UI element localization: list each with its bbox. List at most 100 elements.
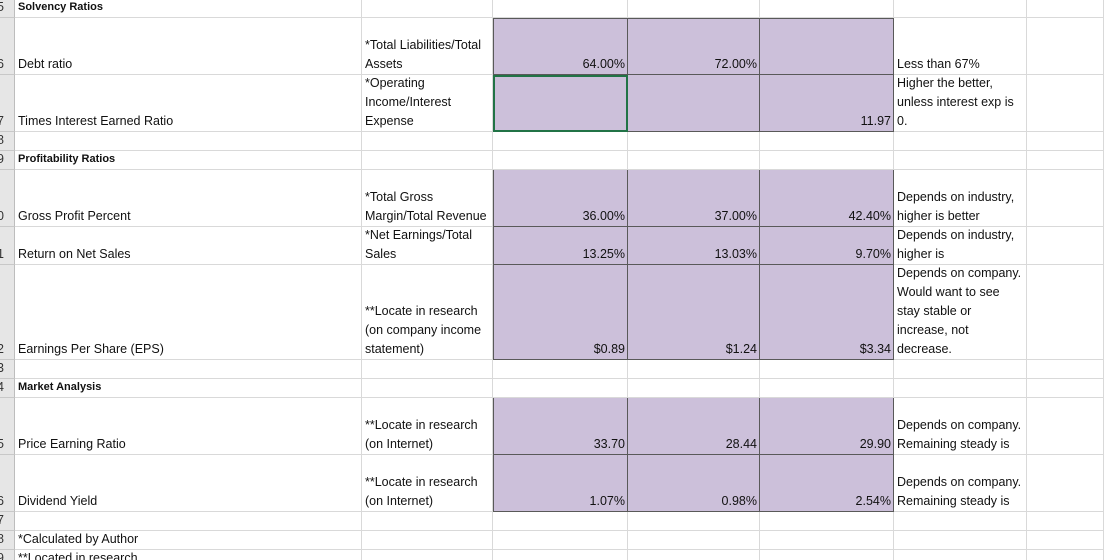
cell: [1027, 360, 1104, 379]
value-cell: 72.00%: [628, 18, 760, 75]
cell: [493, 132, 628, 151]
cell: [362, 151, 493, 170]
cell: [1027, 531, 1104, 550]
cell: [493, 512, 628, 531]
cell: [1027, 398, 1104, 455]
cell: [628, 512, 760, 531]
cell: [760, 379, 894, 398]
value-cell: 9.70%: [760, 227, 894, 265]
row-label: **Located in research: [15, 550, 362, 560]
row-number: 62: [0, 265, 15, 360]
row-label: *Calculated by Author: [15, 531, 362, 550]
cell: [1027, 265, 1104, 360]
row-label: Times Interest Earned Ratio: [15, 75, 362, 132]
value-cell: 29.90: [760, 398, 894, 455]
row-number: 57: [0, 75, 15, 132]
cell: [628, 151, 760, 170]
value-cell: 0.98%: [628, 455, 760, 512]
note: Depends on company. Remaining steady is: [894, 455, 1027, 512]
cell: [760, 151, 894, 170]
row-number: 67: [0, 512, 15, 531]
value-cell: 1.07%: [493, 455, 628, 512]
cell: [760, 360, 894, 379]
formula: **Locate in research (on Internet): [362, 398, 493, 455]
row-number: 60: [0, 170, 15, 227]
cell: [1027, 75, 1104, 132]
cell: [362, 531, 493, 550]
row-number: 61: [0, 227, 15, 265]
cell: [1027, 18, 1104, 75]
note: Depends on industry, higher is better: [894, 170, 1027, 227]
cell: [894, 360, 1027, 379]
cell: [628, 0, 760, 18]
row-number: 55: [0, 0, 15, 18]
cell: [362, 550, 493, 560]
note: Higher the better, unless interest exp i…: [894, 75, 1027, 132]
cell: [628, 379, 760, 398]
row-number: 63: [0, 360, 15, 379]
cell: [894, 512, 1027, 531]
row-number: 65: [0, 398, 15, 455]
cell: [362, 360, 493, 379]
formula: *Operating Income/Interest Expense: [362, 75, 493, 132]
cell: [894, 531, 1027, 550]
formula: *Total Gross Margin/Total Revenue: [362, 170, 493, 227]
cell: [1027, 379, 1104, 398]
row-label: Dividend Yield: [15, 455, 362, 512]
cell: [493, 0, 628, 18]
cell: [1027, 512, 1104, 531]
row-label: Debt ratio: [15, 18, 362, 75]
value-cell: 13.03%: [628, 227, 760, 265]
row-label: Return on Net Sales: [15, 227, 362, 265]
value-cell: 11.97: [760, 75, 894, 132]
row-number: 58: [0, 132, 15, 151]
cell: [760, 132, 894, 151]
cell: [894, 0, 1027, 18]
value-cell: 36.00%: [493, 170, 628, 227]
cell: [1027, 455, 1104, 512]
cell: [1027, 170, 1104, 227]
cell: [760, 531, 894, 550]
cell: [894, 151, 1027, 170]
cell: [628, 531, 760, 550]
formula: **Locate in research (on company income …: [362, 265, 493, 360]
row-label: Price Earning Ratio: [15, 398, 362, 455]
cell: [15, 512, 362, 531]
row-label: Earnings Per Share (EPS): [15, 265, 362, 360]
cell: [1027, 227, 1104, 265]
cell: [760, 0, 894, 18]
note: Depends on company. Remaining steady is: [894, 398, 1027, 455]
section-heading: Market Analysis: [15, 379, 362, 398]
cell: [894, 132, 1027, 151]
cell: [362, 0, 493, 18]
cell: [362, 132, 493, 151]
value-cell: 64.00%: [493, 18, 628, 75]
note: Depends on industry, higher is: [894, 227, 1027, 265]
cell: [894, 379, 1027, 398]
cell: [493, 379, 628, 398]
cell: [493, 151, 628, 170]
formula: **Locate in research (on Internet): [362, 455, 493, 512]
cell: [15, 132, 362, 151]
cell: [760, 550, 894, 560]
value-cell: 2.54%: [760, 455, 894, 512]
value-cell: [493, 75, 628, 132]
row-label: Gross Profit Percent: [15, 170, 362, 227]
cell: [1027, 132, 1104, 151]
cell: [628, 360, 760, 379]
cell: [15, 360, 362, 379]
value-cell: 28.44: [628, 398, 760, 455]
cell: [493, 531, 628, 550]
row-number: 69: [0, 550, 15, 560]
value-cell: [628, 75, 760, 132]
cell: [628, 132, 760, 151]
cell: [362, 379, 493, 398]
cell: [1027, 151, 1104, 170]
cell: [894, 550, 1027, 560]
cell: [362, 512, 493, 531]
value-cell: $3.34: [760, 265, 894, 360]
row-number: 68: [0, 531, 15, 550]
formula: *Total Liabilities/Total Assets: [362, 18, 493, 75]
